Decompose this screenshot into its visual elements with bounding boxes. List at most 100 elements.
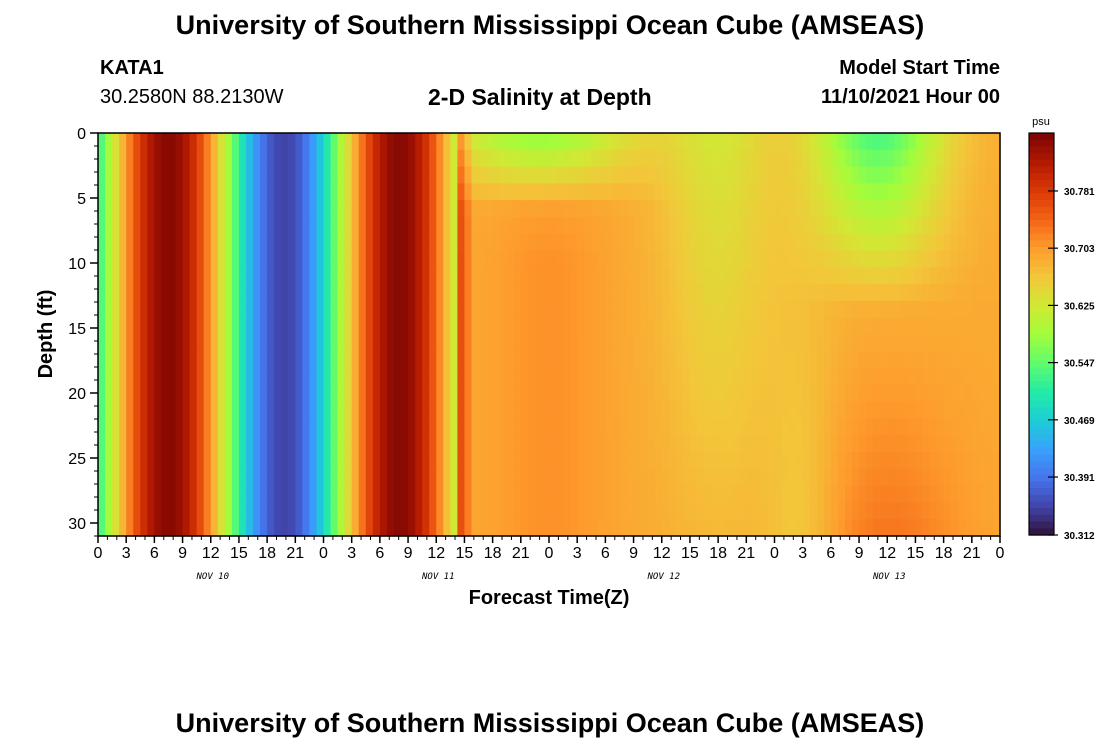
heat-cell — [711, 317, 719, 336]
heat-cell — [245, 384, 254, 403]
heat-cell — [288, 284, 296, 302]
heat-cell — [577, 183, 585, 201]
heat-cell — [978, 317, 987, 336]
heat-cell — [478, 435, 487, 453]
heat-cell — [725, 267, 733, 285]
heat-cell — [231, 334, 240, 352]
colorbar-swatch — [1029, 267, 1054, 275]
heat-cell — [238, 300, 247, 319]
heat-cell — [464, 519, 473, 537]
heat-cell — [98, 351, 106, 369]
heat-cell — [189, 368, 198, 386]
heat-cell — [147, 334, 155, 352]
heat-cell — [894, 368, 902, 386]
heat-cell — [633, 418, 642, 436]
heat-cell — [365, 418, 374, 436]
heat-cell — [189, 149, 198, 168]
heat-cell — [513, 200, 522, 218]
heat-cell — [922, 149, 931, 168]
heat-cell — [852, 452, 860, 470]
heat-cell — [365, 468, 374, 487]
heat-cell — [112, 133, 120, 151]
heat-cell — [210, 284, 219, 302]
heat-cell — [401, 334, 409, 352]
heat-cell — [330, 166, 339, 184]
heat-cell — [224, 133, 233, 151]
heat-cell — [978, 334, 987, 352]
heat-cell — [154, 216, 163, 235]
heat-cell — [971, 334, 980, 352]
heat-cell — [943, 384, 952, 403]
heat-cell — [464, 502, 473, 520]
heat-cell — [288, 216, 296, 235]
heat-cell — [140, 267, 148, 285]
heat-cell — [950, 502, 959, 520]
heat-cell — [809, 519, 818, 537]
heat-cell — [964, 384, 973, 403]
heat-cell — [901, 149, 909, 168]
heat-cell — [837, 166, 846, 184]
heat-cell — [570, 233, 578, 252]
heat-cell — [753, 502, 762, 520]
heat-cell — [464, 368, 473, 386]
heat-cell — [105, 267, 113, 285]
heat-cell — [739, 418, 747, 436]
heat-cell — [901, 133, 909, 151]
heat-cell — [696, 468, 705, 487]
heat-cell — [105, 485, 113, 504]
heat-cell — [915, 418, 924, 436]
heat-cell — [210, 351, 219, 369]
heat-cell — [175, 149, 184, 168]
heat-cell — [725, 418, 733, 436]
heat-cell — [760, 452, 769, 470]
heat-cell — [612, 334, 621, 352]
heat-cell — [640, 502, 649, 520]
heat-cell — [182, 267, 191, 285]
colorbar-tick-label: 30.547 — [1064, 359, 1095, 370]
heat-cell — [133, 368, 141, 386]
heat-cell — [985, 351, 994, 369]
heat-cell — [830, 317, 839, 336]
heat-cell — [281, 317, 289, 336]
heat-cell — [224, 519, 233, 537]
heat-cell — [386, 183, 395, 201]
heat-cell — [619, 485, 628, 504]
heat-cell — [337, 418, 346, 436]
heat-cell — [859, 166, 867, 184]
heat-cell — [753, 384, 762, 403]
heat-cell — [105, 384, 113, 403]
heat-cell — [577, 233, 585, 252]
heat-cell — [816, 250, 825, 268]
heat-cell — [478, 284, 487, 302]
heat-cell — [992, 502, 1001, 520]
heat-cell — [774, 166, 783, 184]
heat-cell — [210, 368, 219, 386]
heat-cell — [408, 284, 416, 302]
heat-cell — [753, 133, 762, 151]
heat-cell — [98, 284, 106, 302]
heat-cell — [182, 452, 191, 470]
heat-cell — [112, 418, 120, 436]
heat-cell — [887, 267, 895, 285]
heat-cell — [112, 284, 120, 302]
heat-cell — [316, 166, 325, 184]
heat-cell — [358, 267, 367, 285]
heat-cell — [992, 317, 1001, 336]
heat-cell — [302, 284, 311, 302]
heat-cell — [971, 300, 980, 319]
heat-cell — [203, 519, 212, 537]
heat-cell — [337, 368, 346, 386]
heat-cell — [119, 166, 127, 184]
heat-cell — [816, 418, 825, 436]
heat-cell — [577, 485, 585, 504]
heat-cell — [316, 233, 325, 252]
heat-cell — [302, 519, 311, 537]
heat-cell — [668, 200, 677, 218]
heat-cell — [238, 133, 247, 151]
heat-cell — [682, 334, 691, 352]
heat-cell — [534, 133, 543, 151]
heat-cell — [859, 418, 867, 436]
heat-cell — [457, 519, 466, 537]
heat-cell — [823, 485, 832, 504]
